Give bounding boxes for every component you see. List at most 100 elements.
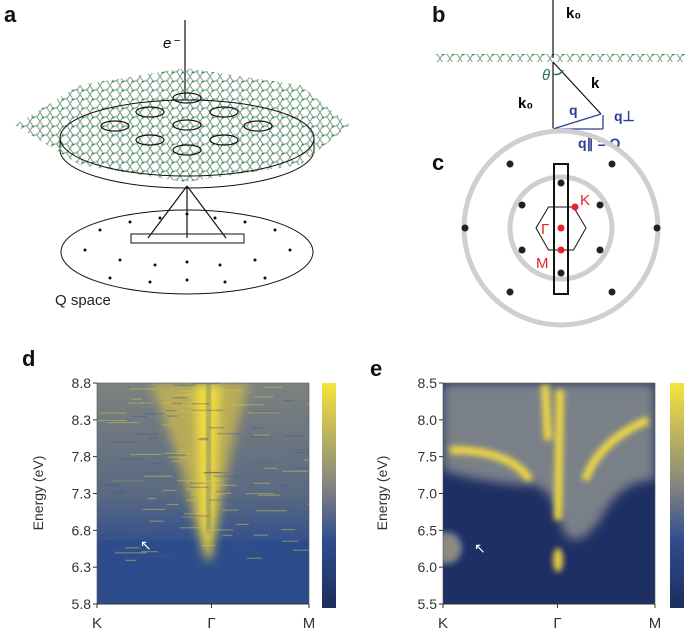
noise-streak — [232, 404, 265, 406]
noise-streak — [208, 499, 233, 501]
noise-streak — [156, 501, 173, 503]
q-vectors — [552, 113, 604, 130]
lattice-points — [461, 160, 661, 296]
noise-streak — [124, 547, 140, 549]
noise-streak — [168, 456, 191, 458]
noise-streak — [176, 480, 199, 482]
noise-streak — [182, 516, 210, 518]
noise-streak — [185, 459, 216, 461]
noise-streak — [264, 467, 277, 469]
inner-ring — [507, 174, 615, 282]
noise-streak — [292, 451, 309, 454]
noise-streak — [179, 390, 193, 392]
lattice-point — [557, 179, 565, 187]
colorbar-e — [670, 383, 684, 608]
noise-streak — [151, 555, 175, 557]
lattice-point — [653, 224, 661, 232]
noise-streak — [223, 534, 233, 536]
lattice-point — [608, 288, 616, 296]
noise-streak — [251, 411, 281, 413]
q-parallel-label: q∥ = Q — [578, 135, 621, 152]
noise-streak — [144, 475, 173, 477]
lattice-point — [506, 160, 514, 168]
noise-streak — [293, 549, 309, 551]
lattice-point — [518, 246, 526, 254]
electron-label: e⁻ — [163, 35, 180, 52]
noise-streak — [206, 484, 237, 486]
noise-streak — [257, 494, 281, 496]
m-point-label: M — [536, 255, 549, 272]
noise-streak — [184, 513, 200, 515]
noise-streak — [131, 398, 142, 400]
k0-top-label: k₀ — [566, 5, 581, 22]
q-space-label: Q space — [55, 292, 111, 309]
noise-streak — [134, 433, 160, 435]
panel-label-b: b — [432, 2, 445, 27]
noise-streak — [144, 413, 164, 415]
noise-streak — [180, 515, 210, 517]
noise-streak — [281, 540, 299, 542]
noise-streak — [204, 480, 215, 483]
noise-streak — [205, 471, 222, 474]
noise-streak — [98, 527, 108, 529]
noise-streak — [126, 402, 145, 404]
noise-streak — [99, 412, 127, 414]
noise-streak — [144, 472, 163, 474]
noise-streak — [161, 402, 181, 404]
noise-streak — [191, 403, 210, 405]
noise-streak — [161, 424, 171, 426]
noise-streak — [256, 510, 288, 512]
noise-streak — [163, 452, 193, 454]
brillouin-zone — [535, 206, 587, 251]
x-tick-label: M — [303, 615, 316, 632]
noise-streak — [215, 491, 227, 493]
noise-streak — [172, 454, 187, 456]
noise-streak — [281, 528, 296, 531]
noise-streak — [167, 503, 179, 506]
y-tick-label: 6.8 — [72, 522, 92, 538]
noise-streak — [100, 538, 112, 540]
scattered-k — [552, 61, 602, 115]
noise-streak — [166, 415, 178, 417]
x-tick-label: K — [92, 615, 102, 632]
noise-streak — [203, 472, 228, 474]
noise-streak — [191, 409, 224, 411]
noise-streak — [280, 484, 292, 486]
noise-streak — [190, 482, 205, 484]
panel-label-c: c — [432, 150, 444, 175]
noise-streak — [273, 501, 303, 503]
noise-streak — [254, 396, 274, 398]
noise-streak — [129, 528, 155, 530]
scattered-beams — [147, 185, 227, 239]
noise-streak — [169, 559, 188, 561]
noise-streak — [132, 415, 148, 418]
panel-label-a: a — [4, 2, 17, 27]
noise-streak — [308, 448, 309, 450]
noise-streak — [141, 402, 153, 404]
heatmap-d: 5.8 6.3 6.8 7.3 7.8 8.3 8.8 K Γ M ↖ Energy (eV) — [30, 375, 336, 632]
graphene-edge-view — [435, 54, 685, 62]
noise-streak — [190, 486, 208, 488]
noise-streak — [191, 493, 222, 496]
lattice-point — [557, 269, 565, 277]
y-tick-label: 8.8 — [72, 375, 92, 391]
noise-streak — [199, 437, 210, 439]
noise-streak — [201, 544, 216, 547]
noise-streak — [108, 502, 128, 504]
noise-streak — [175, 394, 195, 396]
lattice-point — [461, 224, 469, 232]
theta-arc — [552, 69, 564, 76]
noise-streak — [107, 421, 140, 424]
noise-streak — [97, 484, 122, 486]
heatmap-e-upper — [443, 383, 655, 540]
noise-streak — [184, 488, 194, 490]
q-space-plane — [60, 209, 314, 295]
noise-streak — [302, 484, 309, 486]
gamma-point-label: Γ — [541, 221, 549, 238]
noise-streak — [298, 449, 309, 451]
noise-streak — [301, 513, 309, 515]
noise-streak — [184, 393, 210, 395]
noise-streak — [178, 449, 210, 451]
